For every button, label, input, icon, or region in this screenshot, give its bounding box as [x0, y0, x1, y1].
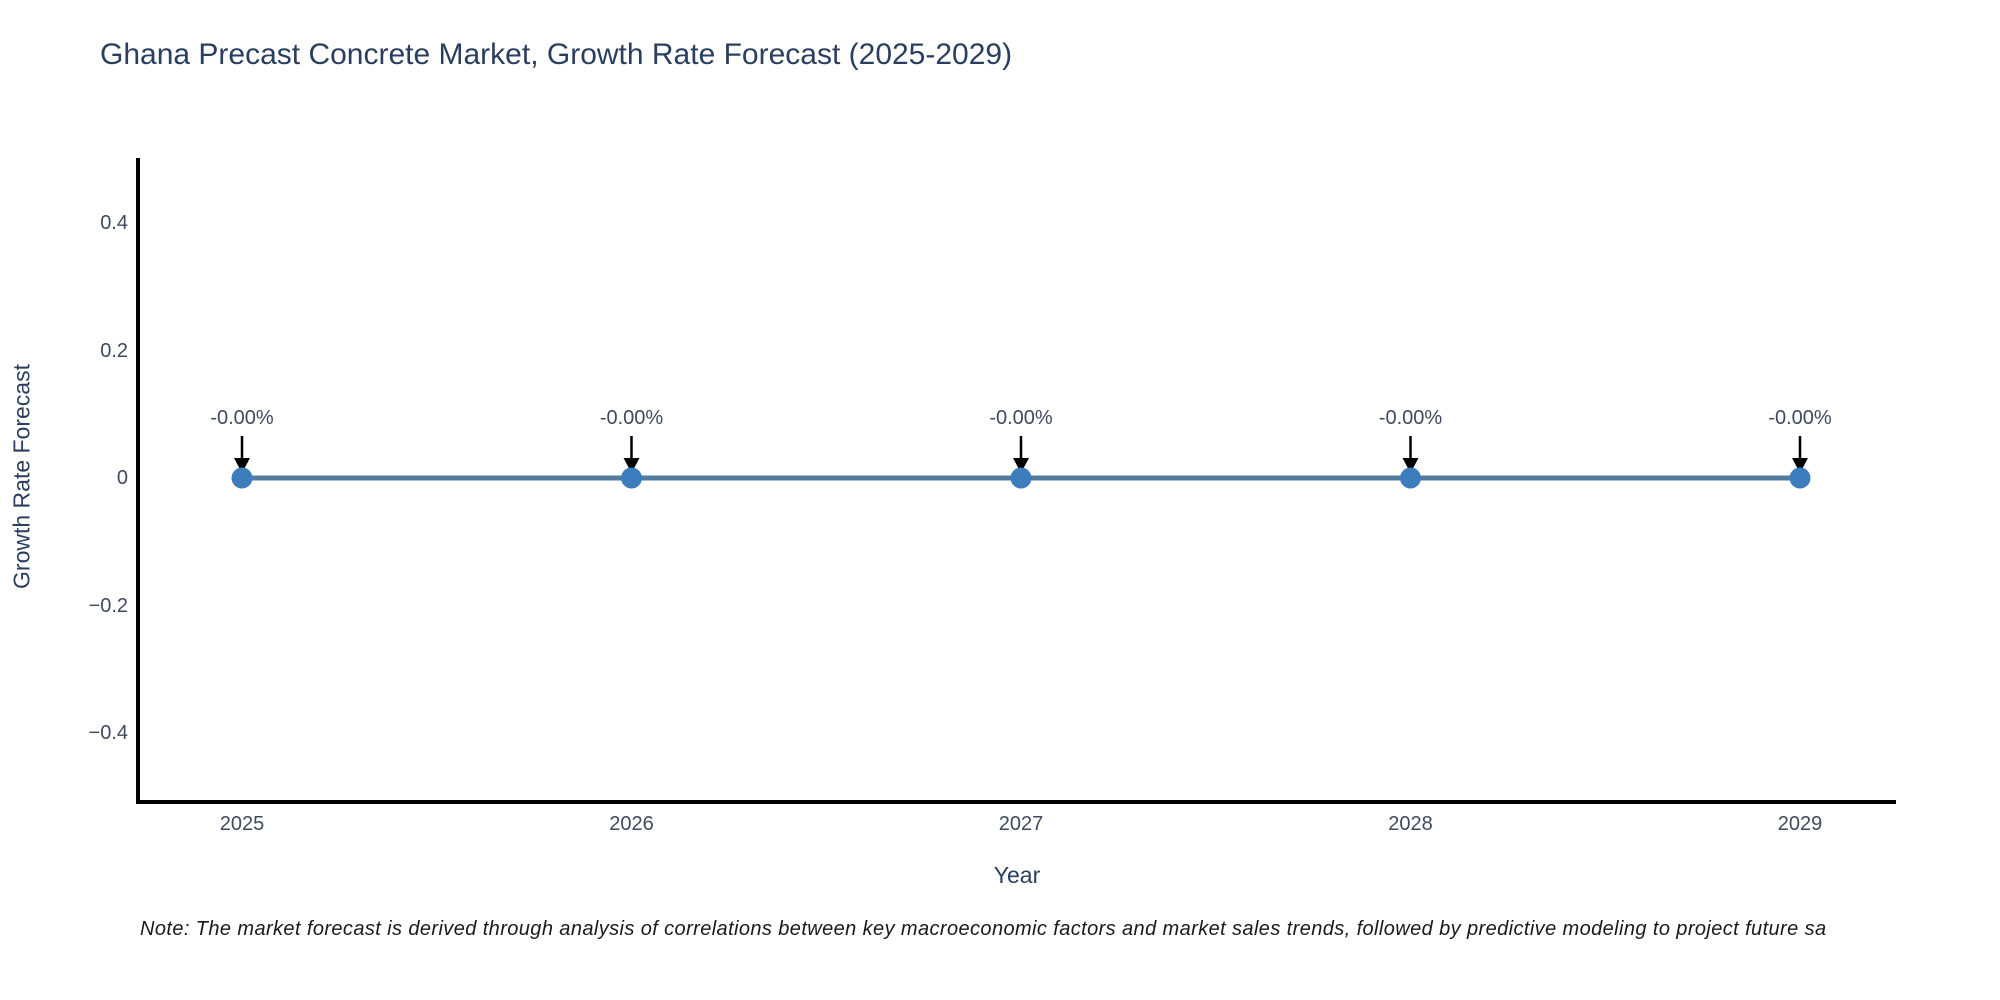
annotation-arrow-head — [623, 458, 640, 473]
data-point-marker — [1010, 467, 1032, 489]
x-tick-label: 2028 — [1388, 813, 1433, 835]
point-annotation: -0.00% — [210, 407, 274, 429]
y-tick-label: −0.2 — [88, 594, 128, 617]
y-tick-label: −0.4 — [88, 722, 128, 744]
point-annotation: -0.00% — [1768, 407, 1832, 429]
y-tick-label: 0.2 — [100, 339, 128, 362]
annotation-arrow-head — [1013, 458, 1029, 473]
y-tick-label: 0.4 — [100, 212, 128, 234]
point-annotation: -0.00% — [599, 407, 664, 429]
y-axis-title: Growth Rate Forecast — [8, 364, 35, 589]
x-tick-label: 2027 — [998, 813, 1044, 835]
data-point-marker — [231, 467, 253, 489]
annotation-arrow-head — [234, 458, 250, 473]
y-tick-label: 0 — [116, 467, 128, 489]
point-annotation: -0.00% — [989, 407, 1053, 429]
data-point-marker — [1400, 467, 1421, 489]
point-annotation: -0.00% — [1378, 407, 1443, 429]
methodology-note: Note: The market forecast is derived thr… — [140, 918, 1827, 940]
data-point-marker — [1789, 467, 1811, 489]
x-tick-label: 2025 — [219, 813, 265, 835]
x-tick-label: 2029 — [1777, 813, 1823, 835]
annotation-arrow-head — [1792, 458, 1808, 473]
data-point-marker — [621, 467, 642, 489]
annotation-arrow-head — [1402, 458, 1419, 473]
chart-title: Ghana Precast Concrete Market, Growth Ra… — [100, 38, 1013, 71]
x-tick-label: 2026 — [609, 813, 654, 835]
x-axis-title: Year — [993, 862, 1041, 888]
